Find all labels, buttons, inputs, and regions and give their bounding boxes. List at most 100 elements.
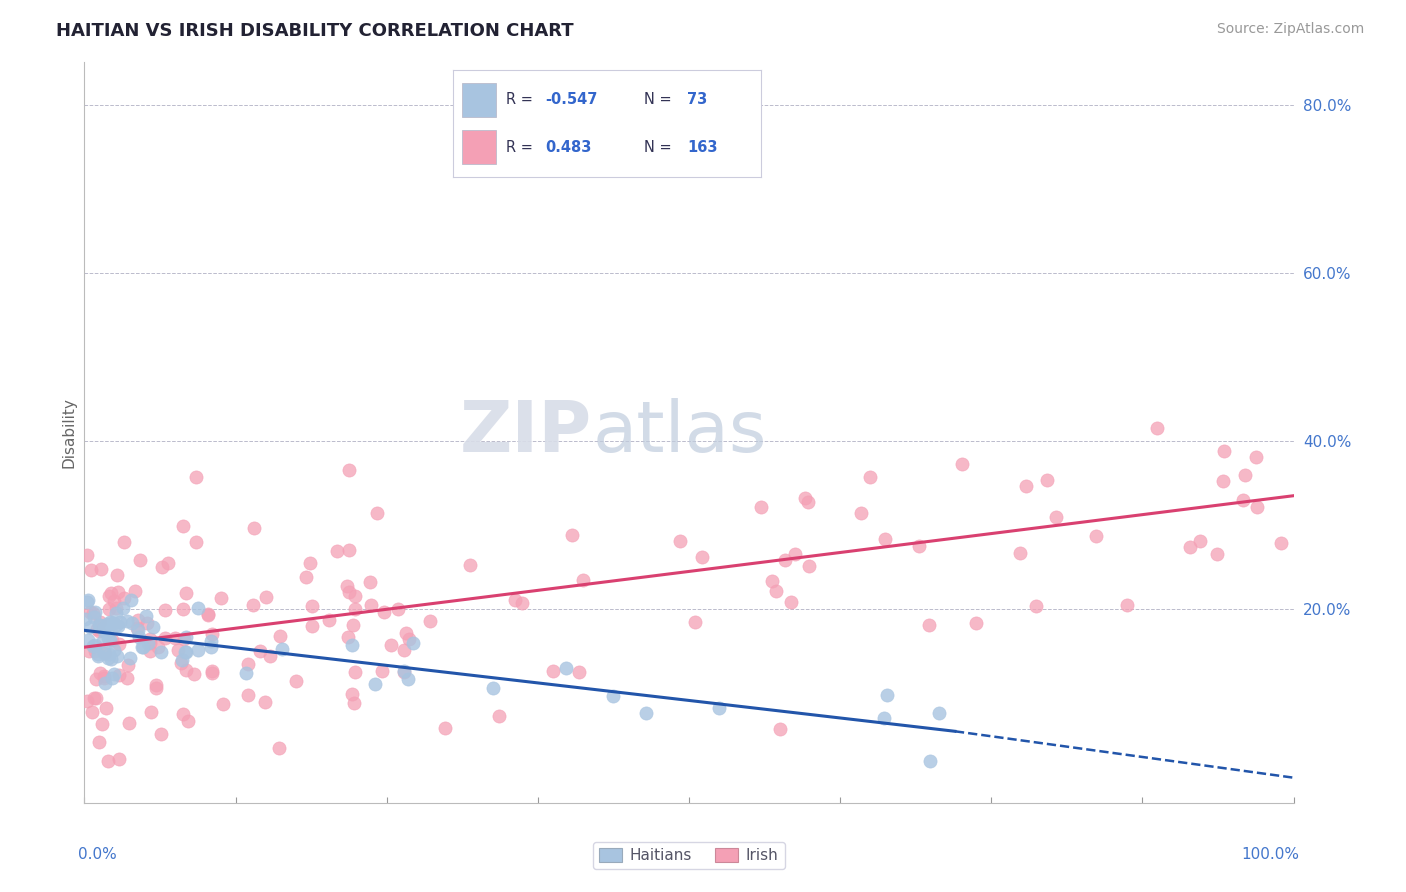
Point xyxy=(1084,529,1107,543)
Point xyxy=(392,665,415,680)
Point xyxy=(103,594,125,608)
Point xyxy=(1206,547,1229,561)
Point xyxy=(482,681,505,696)
Point xyxy=(83,609,105,624)
Point xyxy=(965,616,987,631)
Point xyxy=(145,681,167,695)
Point xyxy=(200,634,222,648)
Point xyxy=(387,601,409,615)
Point xyxy=(1045,509,1067,524)
Point xyxy=(337,463,360,477)
Point xyxy=(121,616,143,631)
Point xyxy=(172,602,194,616)
Text: 0.0%: 0.0% xyxy=(79,847,117,863)
Point xyxy=(136,615,159,630)
Point xyxy=(132,640,155,654)
Point xyxy=(94,646,117,660)
Text: atlas: atlas xyxy=(592,398,766,467)
Point xyxy=(79,620,101,634)
Point xyxy=(114,534,136,549)
Point xyxy=(908,539,931,553)
Point xyxy=(103,642,125,657)
Point xyxy=(395,626,418,640)
Point xyxy=(97,754,120,768)
Point xyxy=(873,711,896,725)
Point xyxy=(873,533,896,547)
Point xyxy=(256,590,278,604)
Point xyxy=(254,695,277,709)
Point xyxy=(98,632,121,647)
Point xyxy=(118,651,141,665)
Point xyxy=(340,687,363,701)
Point xyxy=(84,672,107,686)
Point xyxy=(326,544,349,558)
Point xyxy=(209,591,232,605)
Point xyxy=(1010,546,1032,560)
Point xyxy=(249,644,271,658)
Point xyxy=(363,677,385,691)
Text: 100.0%: 100.0% xyxy=(1241,847,1299,863)
Point xyxy=(96,616,118,631)
Point xyxy=(187,643,209,657)
Point xyxy=(76,633,98,648)
Point xyxy=(1036,473,1059,487)
Point xyxy=(79,605,101,619)
Point xyxy=(295,570,318,584)
Point xyxy=(110,615,132,629)
Point xyxy=(859,470,882,484)
Point xyxy=(1189,533,1212,548)
Point xyxy=(107,619,129,633)
Point xyxy=(135,609,157,624)
Point xyxy=(920,754,942,768)
Point xyxy=(238,657,260,672)
Point xyxy=(749,500,772,515)
Point xyxy=(97,647,120,661)
Point xyxy=(201,627,224,641)
Point xyxy=(343,696,366,710)
Point xyxy=(76,548,98,562)
Point xyxy=(84,644,107,658)
Point xyxy=(142,620,165,634)
Point xyxy=(115,671,138,685)
Point xyxy=(127,623,149,637)
Point xyxy=(301,619,323,633)
Point xyxy=(77,644,100,658)
Point xyxy=(359,574,381,589)
Point xyxy=(174,631,197,645)
Point xyxy=(100,586,122,600)
Point xyxy=(371,665,394,679)
Point xyxy=(90,562,112,576)
Point xyxy=(876,688,898,702)
Point xyxy=(97,589,120,603)
Point xyxy=(568,665,591,680)
Point xyxy=(669,533,692,548)
Point xyxy=(86,649,108,664)
Point xyxy=(396,673,419,687)
Point xyxy=(269,629,291,643)
Point xyxy=(510,596,533,610)
Point xyxy=(91,634,114,648)
Point xyxy=(460,558,482,572)
Point xyxy=(108,668,131,682)
Point xyxy=(433,721,456,735)
Point xyxy=(138,632,160,646)
Point xyxy=(170,657,193,671)
Point xyxy=(373,606,395,620)
Point xyxy=(1233,468,1256,483)
Point xyxy=(271,641,294,656)
Point xyxy=(82,639,104,653)
Point xyxy=(101,616,124,631)
Point xyxy=(1014,479,1036,493)
Point xyxy=(108,636,131,650)
Point xyxy=(104,618,127,632)
Point xyxy=(155,631,177,645)
Point xyxy=(93,669,115,683)
Point xyxy=(543,665,565,679)
Point xyxy=(83,605,105,619)
Point xyxy=(692,550,714,565)
Point xyxy=(337,543,360,558)
Point xyxy=(150,645,173,659)
Point xyxy=(89,618,111,632)
Point xyxy=(128,631,150,645)
Point xyxy=(799,558,821,573)
